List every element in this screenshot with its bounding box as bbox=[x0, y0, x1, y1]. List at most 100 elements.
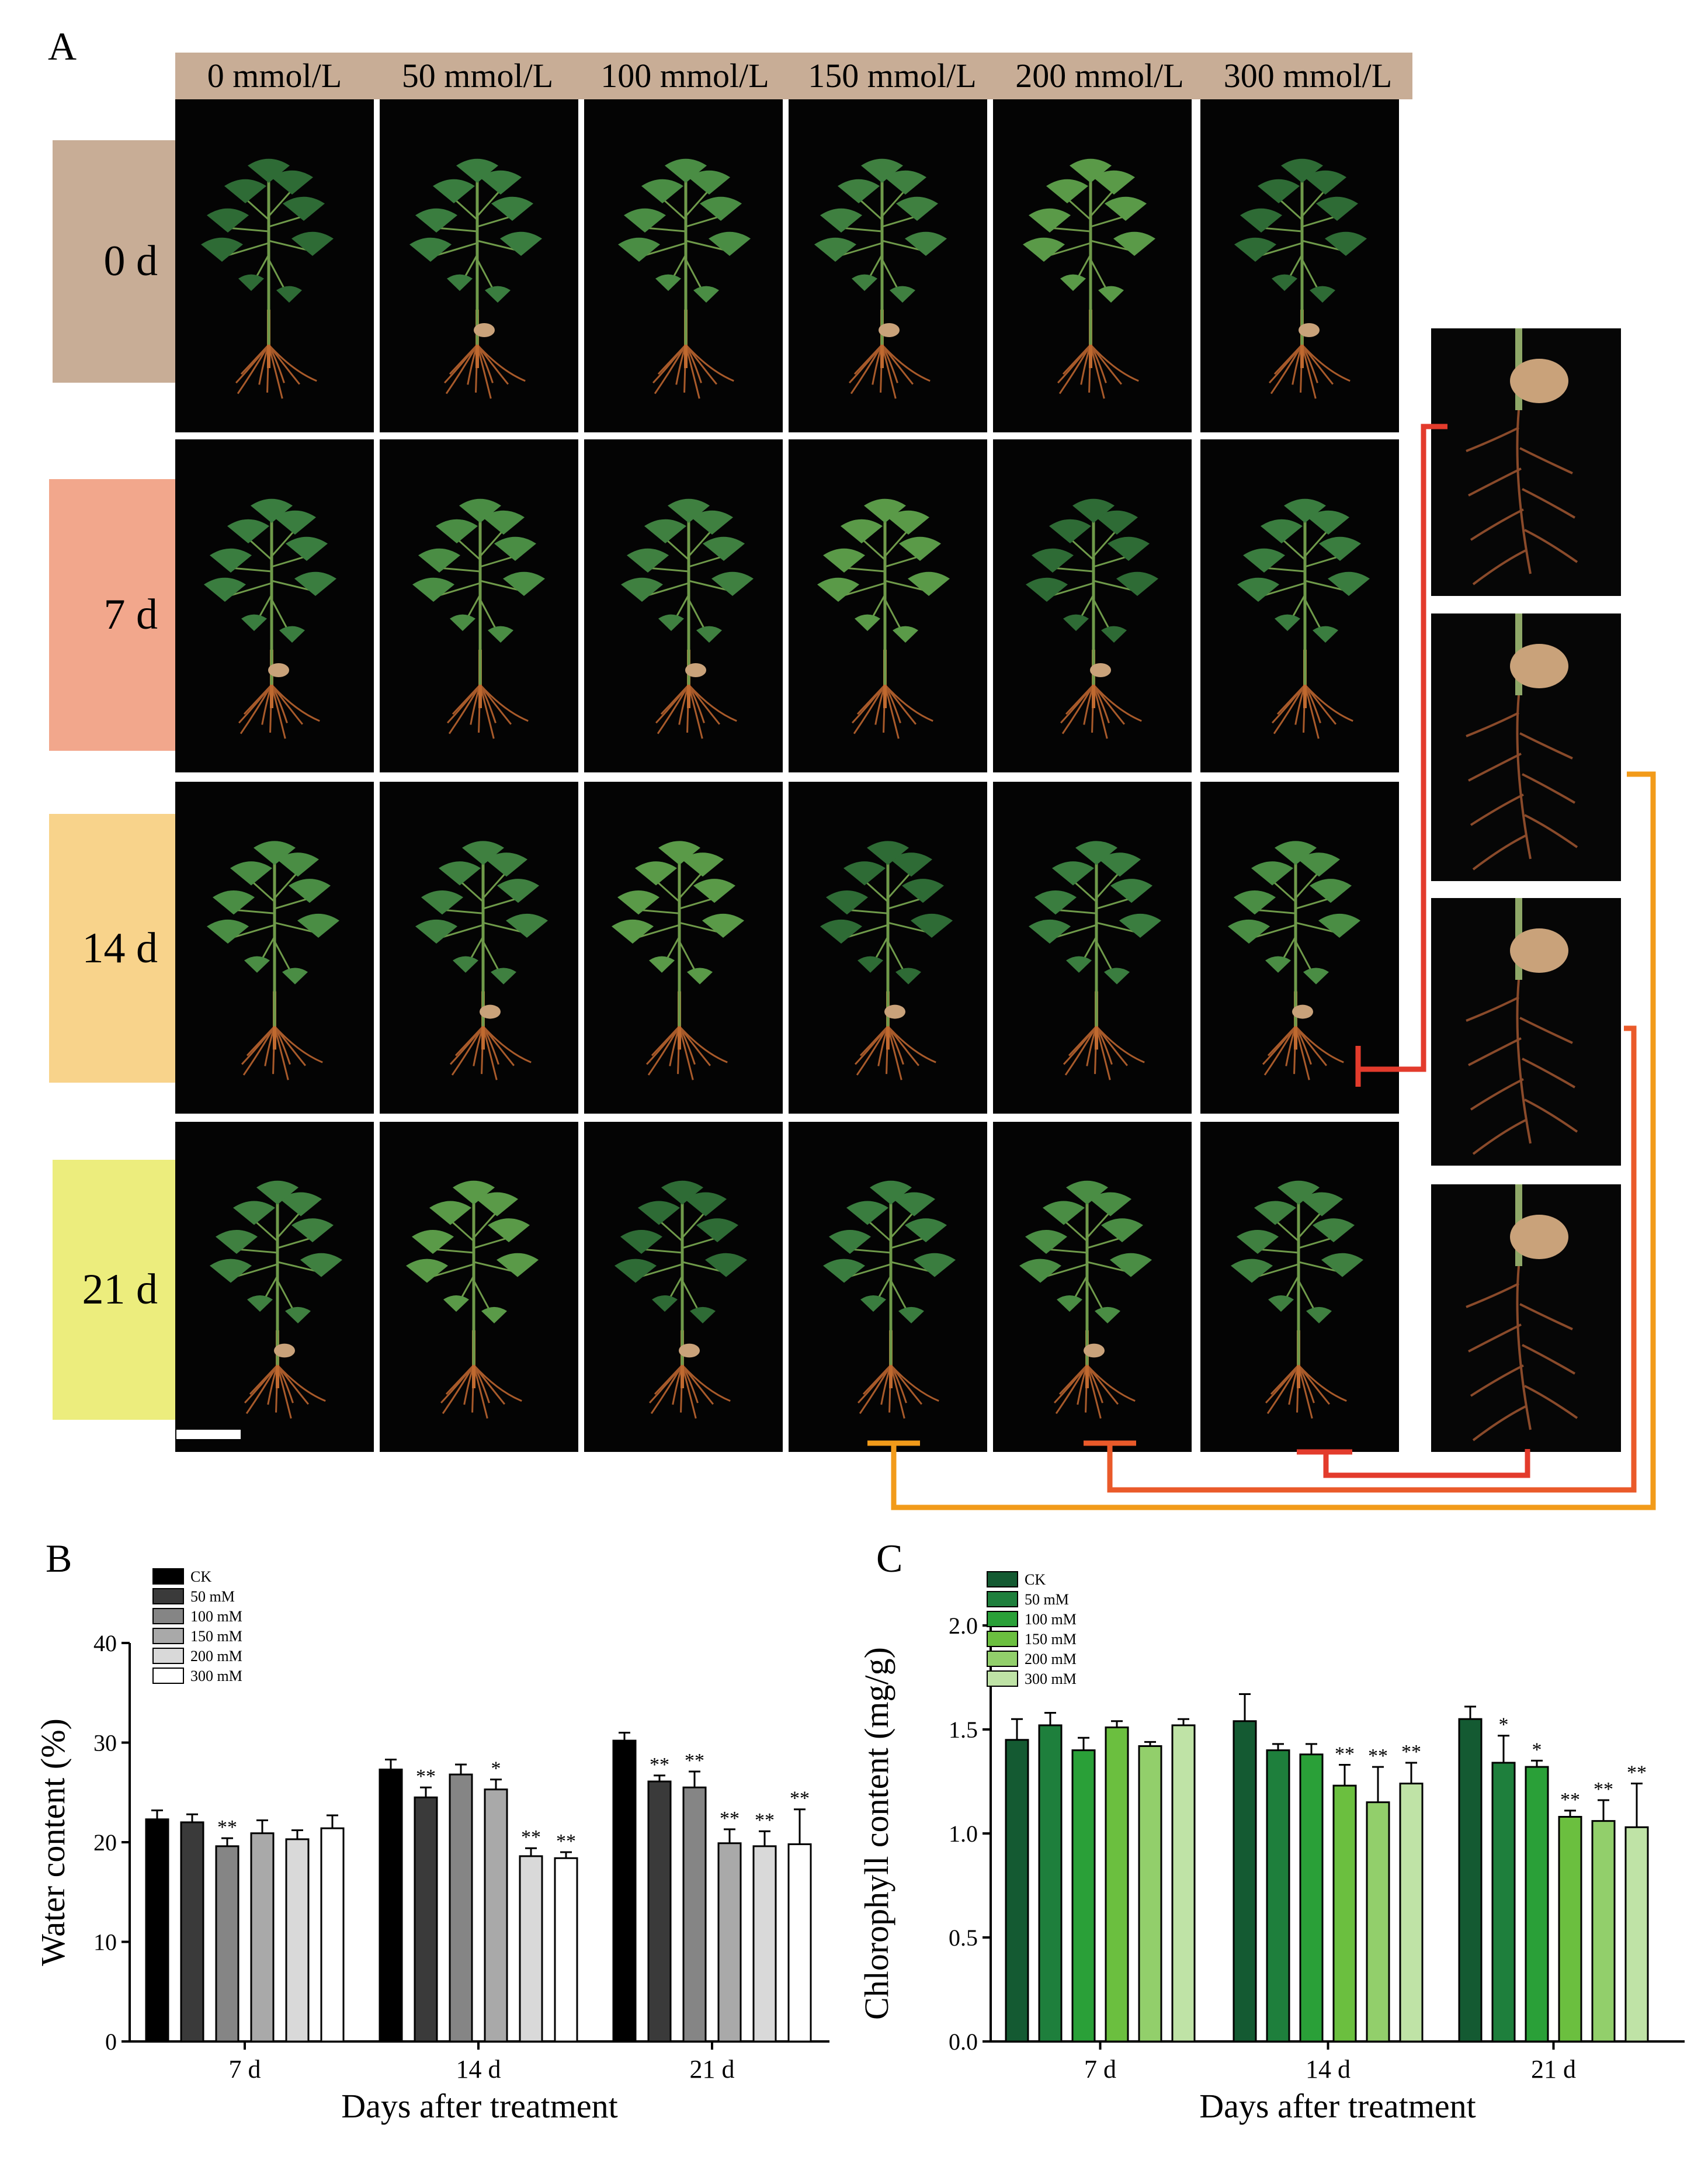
scale-bar bbox=[176, 1430, 241, 1439]
ginkgo-leaf bbox=[230, 861, 272, 886]
ginkgo-leaf bbox=[896, 196, 938, 221]
ginkgo-leaf bbox=[1298, 852, 1340, 877]
ginkgo-leaf bbox=[688, 170, 730, 195]
ginkgo-leaf bbox=[702, 913, 744, 938]
seedling-photo bbox=[584, 99, 783, 432]
ginkgo-leaf bbox=[216, 1230, 258, 1254]
ginkgo-leaf bbox=[693, 286, 719, 303]
ginkgo-leaf bbox=[1043, 1201, 1085, 1225]
root-closeup-inset bbox=[1431, 613, 1621, 881]
legend-label: 200 mM bbox=[190, 1648, 242, 1665]
seedling-photo bbox=[993, 99, 1192, 432]
ginkgo-leaf bbox=[658, 614, 684, 631]
seedling-photo bbox=[993, 1122, 1192, 1452]
ginkgo-leaf bbox=[285, 1306, 311, 1323]
ginkgo-leaf bbox=[1319, 536, 1361, 561]
ginkgo-leaf bbox=[826, 890, 868, 915]
legend-label: 300 mM bbox=[190, 1668, 242, 1684]
seedling-photo bbox=[175, 782, 374, 1114]
ginkgo-leaf bbox=[485, 286, 511, 303]
ginkgo-leaf bbox=[899, 536, 941, 561]
seedling-photo bbox=[380, 439, 578, 772]
ginkgo-leaf bbox=[696, 626, 722, 643]
ginkgo-leaf bbox=[655, 274, 681, 291]
ginkgo-leaf bbox=[1234, 237, 1276, 262]
ginkgo-leaf bbox=[705, 1253, 747, 1277]
significance-mark: ** bbox=[1335, 1743, 1355, 1765]
column-header-bar: 0 mmol/L 50 mmol/L 100 mmol/L 150 mmol/L… bbox=[175, 53, 1412, 99]
legend-label: 300 mM bbox=[1025, 1670, 1077, 1687]
y-axis-label: Chlorophyll content (mg/g) bbox=[858, 1647, 895, 2020]
ginkgo-leaf bbox=[905, 1218, 947, 1243]
ginkgo-leaf bbox=[213, 890, 255, 915]
ginkgo-leaf bbox=[294, 571, 336, 596]
ginkgo-leaf bbox=[488, 1218, 530, 1243]
ginkgo-leaf bbox=[658, 841, 700, 865]
ginkgo-leaf bbox=[1072, 498, 1115, 523]
ginkgo-leaf bbox=[497, 879, 539, 903]
ginkgo-leaf bbox=[1066, 1180, 1108, 1205]
ginkgo-leaf bbox=[1272, 274, 1297, 291]
significance-mark: ** bbox=[1368, 1745, 1388, 1767]
ginkgo-leaf bbox=[286, 536, 328, 561]
ginkgo-leaf bbox=[893, 626, 918, 643]
seedling-photo bbox=[789, 439, 987, 772]
ginkgo-leaf bbox=[491, 968, 516, 985]
ginkgo-leaf bbox=[418, 548, 460, 573]
seed bbox=[1299, 323, 1320, 337]
row-label-0d: 0 d bbox=[53, 140, 175, 383]
seedling-photo bbox=[175, 99, 374, 432]
ginkgo-leaf bbox=[233, 1201, 275, 1225]
ginkgo-leaf bbox=[638, 1201, 680, 1225]
ginkgo-leaf bbox=[814, 237, 856, 262]
roots bbox=[1466, 1266, 1578, 1441]
ginkgo-leaf bbox=[1089, 1192, 1131, 1216]
significance-mark: * bbox=[1499, 1714, 1509, 1736]
y-tick-label: 20 bbox=[93, 1829, 117, 1856]
ginkgo-leaf bbox=[893, 1192, 935, 1216]
x-tick-label: 7 d bbox=[229, 2055, 261, 2084]
bar bbox=[787, 1843, 812, 2043]
ginkgo-leaf bbox=[1019, 1259, 1061, 1283]
y-tick-label: 0 bbox=[105, 2029, 117, 2055]
ginkgo-leaf bbox=[687, 968, 713, 985]
ginkgo-leaf bbox=[1104, 968, 1130, 985]
bar bbox=[1558, 1816, 1582, 2043]
y-tick-label: 0.0 bbox=[949, 2029, 978, 2055]
ginkgo-leaf bbox=[1306, 1306, 1332, 1323]
ginkgo-leaf bbox=[453, 956, 478, 973]
ginkgo-leaf bbox=[244, 956, 270, 973]
ginkgo-leaf bbox=[256, 1180, 298, 1205]
ginkgo-leaf bbox=[412, 577, 454, 602]
ginkgo-leaf bbox=[627, 548, 669, 573]
bar bbox=[519, 1855, 543, 2043]
legend-swatch bbox=[987, 1631, 1018, 1647]
ginkgo-leaf bbox=[1049, 519, 1091, 543]
ginkgo-leaf bbox=[905, 231, 947, 256]
ginkgo-leaf bbox=[497, 1253, 539, 1277]
panel-c-letter: C bbox=[876, 1536, 903, 1580]
legend-swatch bbox=[152, 1628, 184, 1644]
significance-mark: ** bbox=[755, 1810, 775, 1831]
connector-line-inset2 bbox=[891, 771, 1656, 1510]
ginkgo-leaf bbox=[618, 237, 660, 262]
ginkgo-leaf bbox=[1243, 548, 1285, 573]
legend-label: CK bbox=[190, 1568, 211, 1585]
ginkgo-leaf bbox=[488, 626, 513, 643]
ginkgo-leaf bbox=[820, 208, 862, 233]
ginkgo-leaf bbox=[1095, 1306, 1120, 1323]
bar bbox=[1458, 1718, 1483, 2043]
ginkgo-leaf bbox=[453, 1180, 495, 1205]
ginkgo-leaf bbox=[274, 510, 316, 535]
ginkgo-leaf bbox=[1304, 170, 1346, 195]
legend-swatch bbox=[987, 1651, 1018, 1667]
bar bbox=[1624, 1826, 1649, 2043]
ginkgo-leaf bbox=[409, 237, 452, 262]
ginkgo-leaf bbox=[668, 498, 710, 523]
legend-swatch bbox=[152, 1608, 184, 1624]
seed bbox=[1084, 1343, 1105, 1358]
seedling-photo bbox=[380, 782, 578, 1114]
ginkgo-leaf bbox=[852, 274, 877, 291]
x-axis-label: Days after treatment bbox=[341, 2087, 617, 2125]
ginkgo-leaf bbox=[485, 852, 527, 877]
